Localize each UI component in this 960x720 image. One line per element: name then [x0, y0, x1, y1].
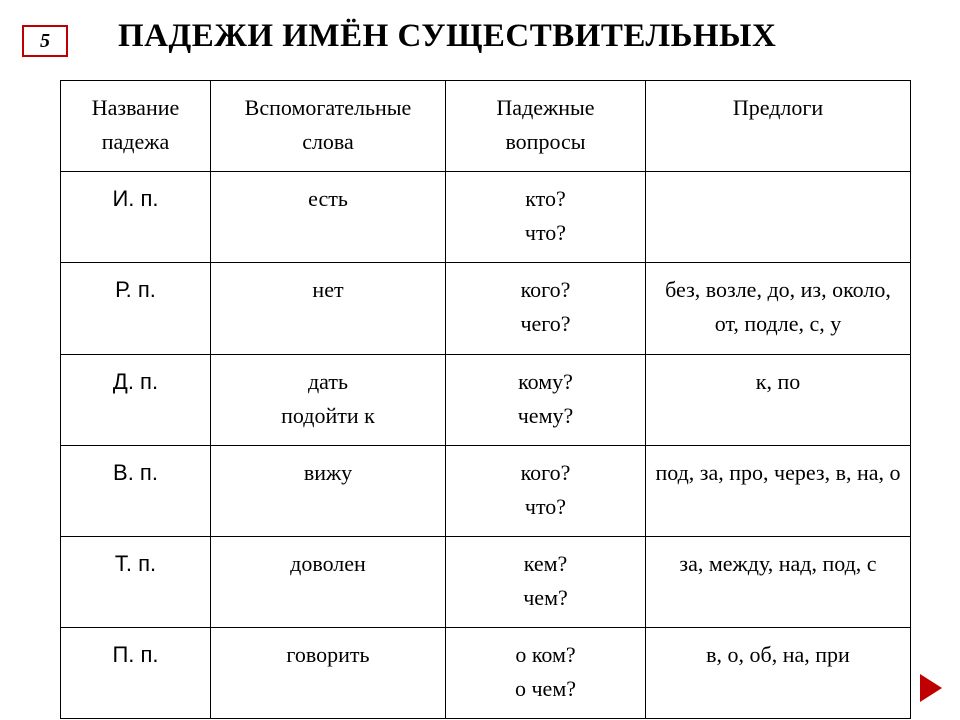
- table-row: П. п. говорить о ком? о чем? в, о, об, н…: [61, 628, 911, 719]
- cell-questions: кем? чем?: [446, 536, 646, 627]
- table-header-row: Название падежа Вспомогательные слова Па…: [61, 81, 911, 172]
- cell-case: И. п.: [61, 172, 211, 263]
- table-row: Т. п. доволен кем? чем? за, между, над, …: [61, 536, 911, 627]
- cell-prep: к, по: [646, 354, 911, 445]
- col-header-aux: Вспомогательные слова: [211, 81, 446, 172]
- cell-questions: кого? что?: [446, 445, 646, 536]
- table-row: И. п. есть кто? что?: [61, 172, 911, 263]
- cell-aux: вижу: [211, 445, 446, 536]
- cell-prep: под, за, про, через, в, на, о: [646, 445, 911, 536]
- cell-case: Д. п.: [61, 354, 211, 445]
- cell-prep: за, между, над, под, с: [646, 536, 911, 627]
- col-header-prep: Предлоги: [646, 81, 911, 172]
- next-arrow-icon[interactable]: [920, 674, 942, 702]
- cases-table: Название падежа Вспомогательные слова Па…: [60, 80, 911, 719]
- page-number-box: 5: [22, 25, 68, 57]
- table-row: В. п. вижу кого? что? под, за, про, чере…: [61, 445, 911, 536]
- cell-case: В. п.: [61, 445, 211, 536]
- page-title: ПАДЕЖИ ИМЁН СУЩЕСТВИТЕЛЬНЫХ: [118, 18, 776, 55]
- cell-case: Р. п.: [61, 263, 211, 354]
- cell-questions: о ком? о чем?: [446, 628, 646, 719]
- cell-aux: нет: [211, 263, 446, 354]
- cell-case: П. п.: [61, 628, 211, 719]
- cell-aux: говорить: [211, 628, 446, 719]
- page-number: 5: [40, 30, 50, 53]
- cell-questions: кого? чего?: [446, 263, 646, 354]
- cell-aux: дать подойти к: [211, 354, 446, 445]
- cell-case: Т. п.: [61, 536, 211, 627]
- cell-aux: доволен: [211, 536, 446, 627]
- table-row: Р. п. нет кого? чего? без, возле, до, из…: [61, 263, 911, 354]
- cell-prep: [646, 172, 911, 263]
- col-header-q: Падежные вопросы: [446, 81, 646, 172]
- col-header-case: Название падежа: [61, 81, 211, 172]
- cell-prep: без, возле, до, из, около, от, подле, с,…: [646, 263, 911, 354]
- cell-questions: кому? чему?: [446, 354, 646, 445]
- cell-questions: кто? что?: [446, 172, 646, 263]
- cell-prep: в, о, об, на, при: [646, 628, 911, 719]
- table-row: Д. п. дать подойти к кому? чему? к, по: [61, 354, 911, 445]
- cell-aux: есть: [211, 172, 446, 263]
